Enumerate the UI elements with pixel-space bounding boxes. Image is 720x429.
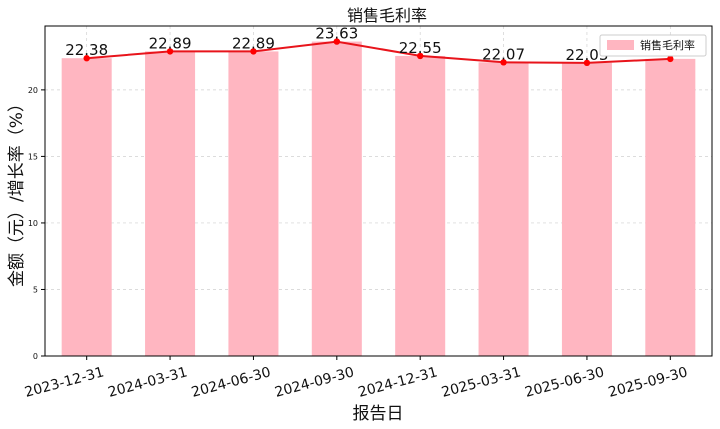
data-point — [333, 38, 341, 45]
legend-label: 销售毛利率 — [640, 38, 695, 52]
data-point — [416, 52, 424, 60]
data-point — [166, 48, 174, 55]
data-label: 22.38 — [65, 41, 108, 59]
x-tick-label: 2024-09-30 — [273, 364, 356, 401]
x-tick-label: 2024-12-31 — [356, 364, 439, 401]
y-axis-title: 金额（元）/增长率（%） — [7, 95, 27, 287]
x-tick-label: 2025-09-30 — [607, 364, 690, 401]
x-axis: 2023-12-31 2024-03-31 2024-06-30 2024-09-30… — [23, 356, 689, 401]
data-label: 22.03 — [565, 46, 608, 64]
y-tick-label: 15 — [28, 152, 38, 161]
plot-frame — [44, 25, 713, 357]
y-axis: 0 5 10 15 20 — [28, 86, 45, 361]
y-tick-label: 10 — [28, 219, 38, 228]
x-axis-title: 报告日 — [353, 404, 404, 424]
legend-swatch — [607, 40, 634, 50]
bar — [561, 62, 612, 356]
x-tick-label: 2023-12-31 — [23, 364, 106, 401]
line-series — [83, 38, 674, 67]
data-point — [83, 55, 90, 62]
y-tick-label: 20 — [28, 86, 38, 95]
bar-series — [61, 41, 696, 357]
y-tick-label: 5 — [33, 285, 38, 294]
bar — [311, 41, 362, 357]
trend-line — [86, 40, 671, 64]
data-point — [667, 55, 674, 63]
bar — [228, 51, 279, 357]
bar — [478, 62, 529, 357]
data-point — [583, 59, 591, 67]
data-label: 22.89 — [149, 34, 192, 52]
bar — [645, 58, 696, 356]
x-tick-label: 2025-06-30 — [523, 364, 606, 401]
data-point — [250, 48, 257, 55]
x-tick-label: 2024-03-31 — [106, 364, 189, 401]
bar — [395, 55, 446, 357]
data-point — [500, 59, 507, 66]
legend: 销售毛利率 — [599, 34, 707, 57]
bar — [145, 51, 196, 357]
data-label: 22.07 — [482, 45, 525, 63]
x-tick-label: 2025-03-31 — [440, 364, 523, 401]
x-tick-label: 2024-06-30 — [190, 364, 273, 401]
data-label: 23.63 — [315, 25, 358, 43]
data-label: 22.55 — [399, 39, 442, 57]
chart-title: 销售毛利率 — [347, 6, 427, 25]
data-label: 22.89 — [232, 34, 275, 52]
y-tick-label: 0 — [33, 352, 38, 361]
bar — [61, 58, 112, 357]
